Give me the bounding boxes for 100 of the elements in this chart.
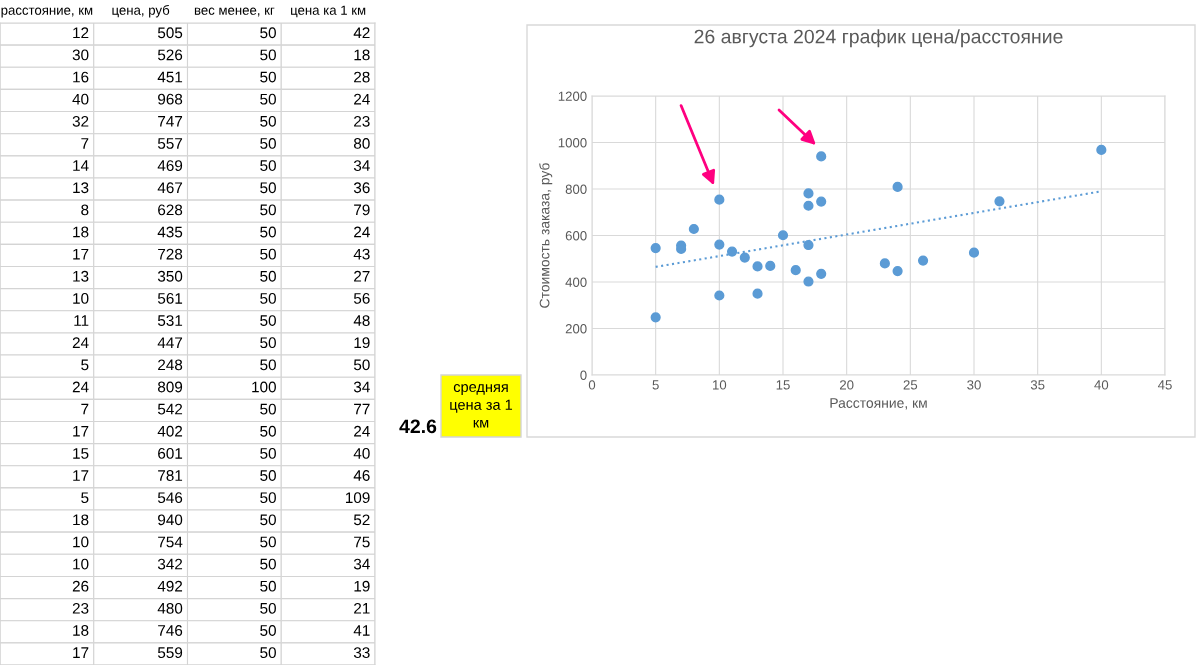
data-label: 50 — [260, 359, 276, 371]
data-label: 40 — [72, 93, 89, 105]
x-tick-label: 45 — [1157, 380, 1172, 390]
data-label: 601 — [158, 447, 183, 459]
data-label: 50 — [260, 138, 276, 149]
x-tick-label: 20 — [839, 380, 854, 390]
data-label: 10 — [73, 293, 89, 304]
data-label: 350 — [157, 270, 183, 282]
data-label: 628 — [158, 204, 183, 216]
x-tick-label: 0 — [588, 380, 596, 390]
data-label: 402 — [157, 425, 183, 437]
data-label: 17 — [73, 248, 89, 260]
data-label: 10 — [73, 558, 89, 570]
data-label: 16 — [73, 71, 89, 83]
text: средняя цена за 1 км — [450, 384, 513, 428]
data-label: 36 — [353, 182, 370, 194]
data-label: 50 — [260, 27, 276, 39]
data-label: 546 — [157, 492, 183, 504]
data-label: 492 — [157, 580, 183, 592]
y-tick-label: 400 — [565, 277, 587, 287]
x-tick-label: 30 — [967, 380, 981, 390]
data-label: 342 — [157, 558, 183, 570]
data-label: 50 — [260, 403, 276, 415]
data-label: 23 — [354, 115, 370, 127]
x-tick-label: 35 — [1030, 380, 1045, 390]
data-label: 32 — [72, 115, 89, 127]
y-axis-title: Стоимость заказа, руб — [539, 163, 553, 308]
text: 42.6 — [399, 419, 437, 434]
data-label: 447 — [157, 337, 183, 348]
data-label: 531 — [157, 315, 183, 326]
data-label: 526 — [157, 49, 183, 61]
data-label: 28 — [354, 71, 370, 83]
y-tick-label: 200 — [565, 324, 587, 334]
data-label: 18 — [354, 49, 370, 61]
data-label: 24 — [72, 337, 89, 348]
data-label: 100 — [252, 381, 276, 393]
data-label: 21 — [354, 602, 370, 614]
data-label: 7 — [81, 403, 89, 415]
data-label: 56 — [353, 293, 370, 304]
data-label: 34 — [353, 558, 370, 570]
x-tick-label: 25 — [903, 380, 918, 390]
data-label: 435 — [157, 226, 183, 238]
data-label: 42 — [353, 27, 370, 39]
data-label: 559 — [157, 647, 183, 659]
data-label: 50 — [260, 226, 276, 238]
data-label: 50 — [260, 602, 276, 614]
data-label: 50 — [353, 359, 370, 371]
data-label: 18 — [73, 226, 89, 238]
y-tick-label: 0 — [580, 370, 587, 380]
data-label: 557 — [157, 138, 183, 149]
data-label: 940 — [158, 514, 183, 526]
data-label: 17 — [73, 470, 89, 481]
data-label: 50 — [260, 536, 276, 548]
data-label: 75 — [354, 536, 370, 548]
data-label: 17 — [73, 425, 89, 437]
data-label: 50 — [260, 115, 276, 127]
data-label: 33 — [353, 647, 370, 659]
data-label: 26 — [72, 580, 89, 592]
data-label: 10 — [73, 536, 89, 548]
data-label: 34 — [353, 381, 370, 393]
data-label: 24 — [354, 93, 370, 105]
data-label: 50 — [260, 71, 276, 83]
x-tick-label: цена, руб — [112, 5, 170, 18]
y-tick-label: 1200 — [558, 91, 587, 101]
data-label: 50 — [260, 315, 276, 326]
data-label: 24 — [354, 226, 370, 238]
data-label: 12 — [73, 27, 89, 39]
data-label: 50 — [260, 248, 276, 260]
x-tick-label: вес менее, кг — [194, 7, 275, 17]
data-label: 728 — [158, 248, 183, 260]
data-label: 13 — [73, 270, 89, 282]
data-label: 30 — [72, 49, 89, 61]
data-label: 27 — [354, 270, 370, 282]
data-label: 17 — [73, 647, 89, 658]
data-label: 109 — [345, 492, 370, 504]
data-label: 24 — [354, 425, 370, 437]
data-label: 79 — [354, 204, 370, 216]
x-tick-label: цена ка 1 км — [291, 5, 366, 18]
data-label: 248 — [158, 359, 183, 371]
y-tick-label: 600 — [565, 231, 587, 241]
data-label: 50 — [260, 514, 276, 526]
data-label: 469 — [157, 160, 183, 171]
data-label: 77 — [354, 403, 370, 415]
data-label: 50 — [260, 647, 276, 659]
x-tick-label: 40 — [1094, 380, 1109, 390]
data-label: 50 — [260, 558, 276, 570]
data-label: 50 — [260, 182, 276, 194]
chart-title: 26 августа 2024 график цена/расстояние — [694, 29, 1063, 48]
data-label: 50 — [260, 49, 276, 61]
data-label: 14 — [73, 160, 89, 171]
y-tick-label: 800 — [565, 184, 587, 194]
data-label: 11 — [74, 315, 89, 326]
data-label: 451 — [157, 71, 183, 83]
data-label: 505 — [157, 27, 183, 39]
x-tick-label: расстояние, км — [1, 7, 93, 18]
data-label: 13 — [73, 182, 89, 194]
data-label: 467 — [157, 182, 183, 194]
data-label: 15 — [73, 448, 89, 459]
data-label: 34 — [353, 160, 370, 171]
data-label: 50 — [260, 625, 276, 636]
